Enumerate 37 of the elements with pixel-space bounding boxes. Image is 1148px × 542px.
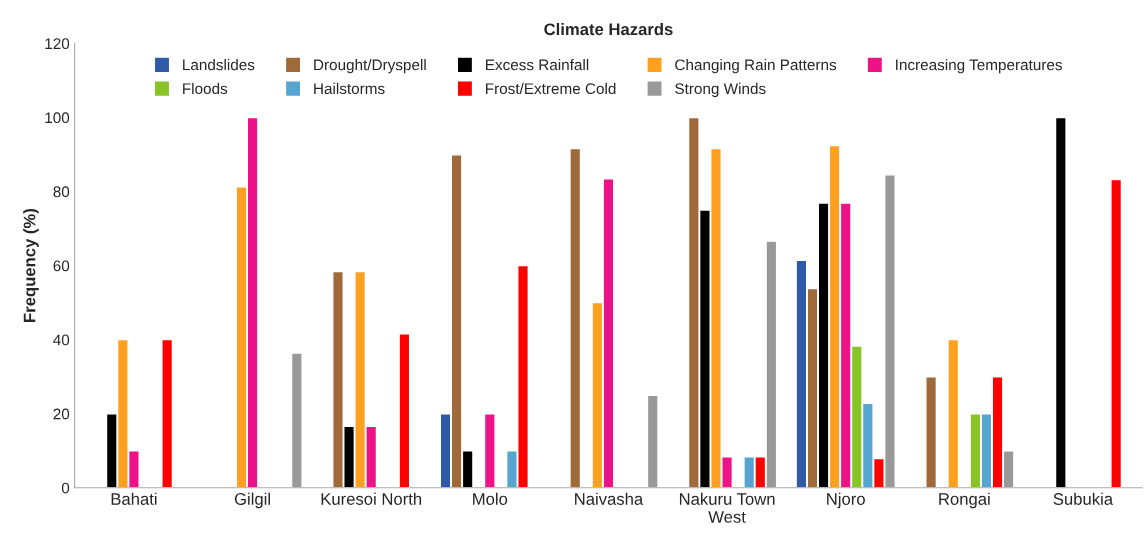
x-tick-label: Subukia: [1053, 492, 1114, 505]
x-tick-label: Rongai: [939, 492, 990, 509]
legend-label: Hailstorms: [314, 82, 385, 95]
x-tick-label: Naivasha: [575, 492, 644, 505]
bar: [161, 338, 174, 488]
bar: [1110, 178, 1123, 488]
bar: [483, 413, 496, 488]
legend-label: Changing Rain Patterns: [675, 59, 837, 74]
x-tick-label: Nakuru Town West: [679, 492, 775, 523]
bar: [947, 338, 960, 488]
y-tick-label: 40: [53, 334, 70, 346]
bar: [925, 375, 938, 488]
bar: [569, 147, 582, 488]
y-tick-label: 120: [45, 38, 70, 50]
legend-label: Frost/Extreme Cold: [486, 82, 616, 95]
x-tick-label: Njoro: [827, 492, 865, 509]
y-tick-label: 80: [53, 186, 70, 198]
legend-label: Excess Rainfall: [486, 59, 589, 71]
legend-label: Landslides: [183, 59, 255, 71]
x-tick-label: Bahati: [111, 492, 157, 505]
bar: [398, 333, 411, 488]
y-tick-label: 20: [53, 408, 70, 420]
legend-label: Strong Winds: [675, 82, 766, 98]
y-tick-label: 0: [61, 482, 70, 494]
x-tick-label: Kuresoi North: [321, 492, 422, 505]
legend-label: Floods: [183, 82, 228, 95]
bar: [646, 394, 659, 488]
legend-label: Drought/Dryspell: [314, 59, 426, 74]
y-axis-title: Frequency (%): [23, 208, 39, 322]
x-tick-label: Gilgil: [234, 492, 270, 509]
legend-label: Increasing Temperatures: [896, 59, 1062, 74]
bar: [1054, 116, 1067, 488]
y-tick-label: 60: [53, 260, 70, 272]
bar: [290, 352, 303, 488]
y-tick-label: 100: [45, 112, 70, 124]
chart-title: Climate Hazards: [544, 22, 673, 36]
x-tick-label: Molo: [473, 492, 508, 505]
